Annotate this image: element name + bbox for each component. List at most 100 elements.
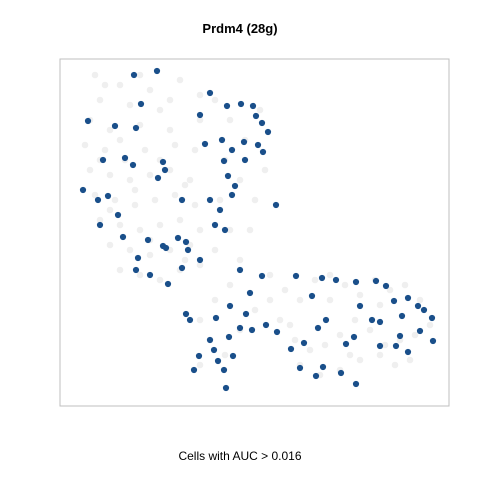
auc-threshold-caption: Cells with AUC > 0.016 [178,449,302,463]
positive-cell-point [121,154,129,162]
positive-cell-point [372,277,380,285]
background-cell-point [391,361,399,369]
background-cell-point [96,96,104,104]
background-cell-point [91,71,99,79]
positive-cell-point [376,342,384,350]
background-cell-point [136,271,144,279]
positive-cell-point [134,254,142,262]
positive-cell-point [178,196,186,204]
plot-frame [59,58,450,407]
background-cell-point [156,221,164,229]
positive-cell-point [300,339,308,347]
positive-cell-point [195,352,203,360]
positive-cell-point [225,333,233,341]
positive-cell-point [249,102,257,110]
background-cell-point [166,96,174,104]
positive-cell-point [352,278,360,286]
positive-cell-point [154,174,162,182]
background-cell-point [156,106,164,114]
background-cell-point [196,226,204,234]
positive-cell-point [319,363,327,371]
positive-cell-point [312,372,320,380]
background-cell-point [126,101,134,109]
background-cell-point [386,286,394,294]
background-cell-point [116,221,124,229]
positive-cell-point [162,244,170,252]
positive-cell-point [272,201,280,209]
positive-cell-point [322,316,330,324]
positive-cell-point [178,264,186,272]
positive-cell-point [159,158,167,166]
background-cell-point [126,176,134,184]
background-cell-point [166,126,174,134]
background-cell-point [346,351,354,359]
positive-cell-point [214,357,222,365]
background-cell-point [156,276,164,284]
positive-cell-point [212,314,220,322]
background-cell-point [266,296,274,304]
positive-cell-point [252,112,260,120]
positive-cell-point [296,364,304,372]
positive-cell-point [292,272,300,280]
background-cell-point [136,226,144,234]
background-cell-point [176,76,184,84]
background-cell-point [416,296,424,304]
positive-cell-point [153,67,161,75]
positive-cell-point [211,221,219,229]
positive-cell-point [129,161,137,169]
background-cell-point [236,256,244,264]
positive-cell-point [262,321,270,329]
background-cell-point [326,296,334,304]
background-cell-point [116,266,124,274]
background-cell-point [196,261,204,269]
background-cell-point [176,216,184,224]
background-cell-point [236,176,244,184]
background-cell-point [336,331,344,339]
positive-cell-point [236,266,244,274]
positive-cell-point [398,312,406,320]
positive-cell-point [137,100,145,108]
background-cell-point [291,336,299,344]
background-cell-point [191,201,199,209]
background-cell-point [106,171,114,179]
positive-cell-point [132,124,140,132]
positive-cell-point [206,89,214,97]
positive-cell-point [428,314,436,322]
positive-cell-point [220,366,228,374]
background-cells-layer [81,71,434,379]
positive-cell-point [144,236,152,244]
background-cell-point [106,126,114,134]
background-cell-point [216,196,224,204]
positive-cell-point [224,172,232,180]
background-cell-point [296,296,304,304]
positive-cell-point [132,266,140,274]
background-cell-point [196,316,204,324]
background-cell-point [351,316,359,324]
background-cell-point [251,306,259,314]
background-cell-point [196,361,204,369]
background-cell-point [306,346,314,354]
positive-cell-point [222,384,230,392]
background-cell-point [191,146,199,154]
positive-cell-point [146,271,154,279]
positive-cell-point [416,327,424,335]
positive-cell-point [79,186,87,194]
positive-cell-point [368,316,376,324]
positive-cell-point [104,192,112,200]
background-cell-point [276,316,284,324]
positive-cell-point [114,211,122,219]
positive-cell-point [259,148,267,156]
positive-cell-point [236,324,244,332]
positive-cell-point [246,289,254,297]
background-cell-point [171,191,179,199]
background-cell-point [86,166,94,174]
background-cell-point [196,91,204,99]
positive-cell-point [174,234,182,242]
background-cell-point [211,96,219,104]
background-cell-point [426,321,434,329]
positive-cell-point [376,318,384,326]
background-cell-point [131,186,139,194]
background-cell-point [311,276,319,284]
positive-cell-point [404,294,412,302]
